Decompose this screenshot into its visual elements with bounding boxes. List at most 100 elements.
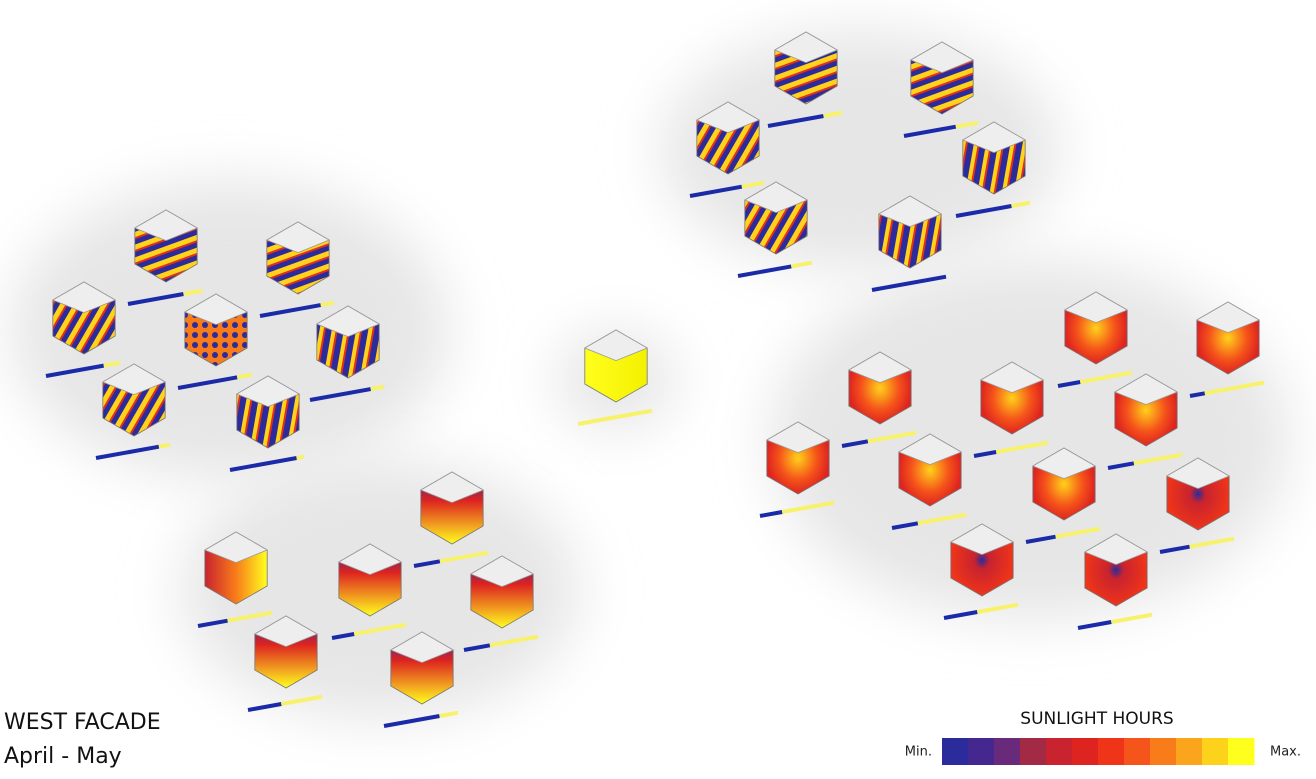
module [177,293,253,390]
legend-swatch [1202,738,1229,765]
module-top [235,375,301,408]
ratio-bar-max [1110,612,1153,624]
legend-swatch [942,738,969,765]
module [95,363,171,460]
ratio-bar-max [439,710,459,718]
module-top [949,523,1015,556]
module-top [897,433,963,466]
legend-scale [942,738,1255,765]
module-top [743,181,809,214]
ratio-bar-min [891,521,919,530]
module-top [101,363,167,396]
ratio-bar-min [463,643,491,652]
ratio-bar-max [280,694,323,706]
module-top [909,41,975,74]
ratio-bar-max [995,440,1049,454]
module-top [583,329,649,362]
legend-max: Max. [1270,745,1301,760]
ratio-bar-max [1079,370,1133,384]
module-top [183,293,249,326]
ratio-bar-max [227,610,273,623]
ratio-bar-max [1204,380,1265,396]
module [229,375,305,472]
module-top [389,631,455,664]
ratio-bar-min [127,292,184,306]
module [331,543,407,640]
ratio-bar-min [1189,391,1206,398]
ratio-bar-max [790,260,813,269]
module-top [1083,533,1149,566]
ratio-bar-min [767,114,824,128]
module-top [469,555,535,588]
module [197,531,273,628]
ratio-bar-max [1055,526,1101,539]
ratio-bar-min [1159,544,1190,554]
module [309,305,385,402]
ratio-bar-min [759,510,783,518]
ratio-bar-min [943,610,978,620]
module [383,631,459,728]
module-top [1031,447,1097,480]
ratio-bar-min [197,618,228,628]
module [1025,447,1101,544]
ratio-bar-max [976,602,1019,614]
module [463,555,539,652]
ratio-bar-min [177,375,238,390]
legend-swatch [1124,738,1151,765]
ratio-bar-min [229,456,297,472]
shadow [770,260,1290,620]
module-top [877,195,943,228]
module-top [765,421,831,454]
module-top [133,209,199,242]
ratio-bar-min [383,714,440,728]
ratio-bar-min [871,274,947,292]
module [943,523,1019,620]
module-top [51,281,117,314]
module [1189,301,1265,398]
ratio-bar-min [737,264,792,278]
legend-swatch [1228,738,1255,765]
ratio-bar-min [689,184,743,198]
module-top [1113,373,1179,406]
ratio-bar-max [353,622,407,636]
module-top [419,471,485,504]
ratio-bar-min [1107,461,1135,470]
ratio-bar-max [955,120,979,129]
module-top [1063,291,1129,324]
module-top [695,101,761,134]
module [577,329,653,426]
module [955,121,1031,218]
module [247,615,323,712]
legend-swatch [1020,738,1047,765]
caption-title: WEST FACADE [4,710,161,735]
module [689,101,765,198]
ratio-bar-min [1077,620,1112,630]
ratio-bar-max [781,500,835,514]
legend-swatch [1098,738,1125,765]
modules [45,31,1265,728]
ratio-bar-max [823,110,843,118]
module [1057,291,1133,388]
ratio-bar-max [158,442,171,449]
module [891,433,967,530]
ratio-bar-max [1011,200,1031,208]
ratio-bar-min [1057,380,1081,388]
ratio-bar-max [1133,452,1183,466]
legend-swatch [1072,738,1099,765]
ratio-bar-min [973,450,997,458]
module-top [253,615,319,648]
module [903,41,979,138]
ratio-bar-max [439,550,489,564]
ratio-bar-max [370,384,385,392]
module [759,421,835,518]
ratio-bar-min [955,204,1012,218]
caption-period: April - May [4,744,122,769]
module [841,351,917,448]
ratio-bar-min [331,632,355,640]
ratio-bar-max [320,300,335,308]
ratio-bar-max [917,512,967,526]
ratio-bar-min [309,387,372,402]
ratio-bar-max [103,360,121,368]
